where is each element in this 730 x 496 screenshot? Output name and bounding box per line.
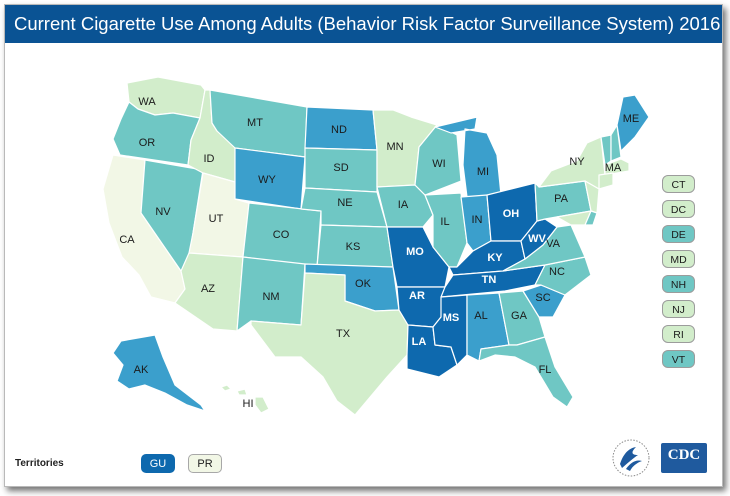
state-label-MS: MS [443, 312, 460, 324]
state-MA[interactable] [604, 158, 630, 176]
state-label-WA: WA [138, 96, 156, 108]
state-ME[interactable] [616, 94, 650, 152]
small-state-DE[interactable]: DE [662, 225, 695, 243]
state-label-ND: ND [331, 124, 347, 136]
state-label-MT: MT [247, 117, 263, 129]
hhs-eagle-icon [612, 439, 650, 477]
map-title: Current Cigarette Use Among Adults (Beha… [5, 5, 722, 43]
small-state-CT[interactable]: CT [662, 175, 695, 193]
state-label-WI: WI [432, 158, 445, 170]
state-label-ID: ID [204, 153, 215, 165]
us-map: WA OR CA NV ID UT AZ MT WY CO NM ND SD NE KS OK TX MN IA MO… [102, 76, 650, 416]
state-label-VA: VA [546, 238, 561, 250]
state-label-KY: KY [487, 252, 503, 264]
small-state-NH[interactable]: NH [662, 275, 695, 293]
state-label-OK: OK [355, 278, 372, 290]
territories-label: Territories [15, 458, 64, 469]
state-WI[interactable] [414, 124, 462, 196]
state-label-NE: NE [337, 197, 352, 209]
state-labels: WA OR CA NV ID UT AZ MT WY CO NM ND SD NE KS OK TX MN IA MO… [119, 96, 639, 410]
state-label-IN: IN [472, 214, 483, 226]
state-FL[interactable] [478, 336, 574, 408]
state-label-WV: WV [528, 233, 546, 245]
state-label-AR: AR [409, 290, 425, 302]
state-TX[interactable] [250, 272, 409, 416]
state-label-NY: NY [569, 156, 585, 168]
state-label-IA: IA [398, 199, 409, 211]
cdc-logo: CDC [661, 443, 707, 473]
small-state-NJ[interactable]: NJ [662, 300, 695, 318]
territory-PR[interactable]: PR [188, 454, 222, 473]
state-label-KS: KS [346, 241, 361, 253]
state-label-MI: MI [477, 166, 489, 178]
state-label-ME: ME [623, 113, 640, 125]
state-label-AK: AK [134, 364, 149, 376]
territory-GU[interactable]: GU [141, 454, 175, 473]
state-label-AL: AL [474, 310, 487, 322]
state-label-MA: MA [605, 162, 622, 174]
state-DE[interactable] [584, 210, 598, 226]
state-label-SD: SD [333, 162, 348, 174]
state-label-UT: UT [209, 213, 224, 225]
state-label-SC: SC [535, 292, 550, 304]
state-MO[interactable] [386, 226, 450, 288]
state-label-GA: GA [511, 310, 528, 322]
state-label-NC: NC [549, 266, 565, 278]
state-label-OH: OH [503, 208, 520, 220]
state-label-CO: CO [273, 229, 290, 241]
small-state-RI[interactable]: RI [662, 325, 695, 343]
small-state-DC[interactable]: DC [662, 200, 695, 218]
state-label-MN: MN [386, 141, 403, 153]
state-label-AZ: AZ [201, 283, 215, 295]
state-label-MO: MO [406, 246, 424, 258]
state-label-FL: FL [539, 364, 552, 376]
state-label-WY: WY [258, 174, 276, 186]
small-state-MD[interactable]: MD [662, 250, 695, 268]
state-label-PA: PA [554, 193, 569, 205]
state-NH[interactable] [610, 124, 622, 162]
state-SC[interactable] [522, 284, 566, 318]
state-AK[interactable] [112, 334, 206, 412]
state-label-NM: NM [262, 291, 279, 303]
state-label-NV: NV [155, 206, 171, 218]
state-label-TX: TX [336, 328, 351, 340]
state-label-CA: CA [119, 234, 135, 246]
map-frame: Current Cigarette Use Among Adults (Beha… [4, 4, 723, 487]
state-CT[interactable] [598, 172, 614, 190]
state-label-HI: HI [243, 398, 254, 410]
small-state-VT[interactable]: VT [662, 350, 695, 368]
state-label-IL: IL [440, 216, 449, 228]
state-label-LA: LA [412, 336, 427, 348]
state-label-TN: TN [482, 274, 497, 286]
state-HI[interactable] [220, 384, 270, 414]
state-label-OR: OR [139, 137, 156, 149]
